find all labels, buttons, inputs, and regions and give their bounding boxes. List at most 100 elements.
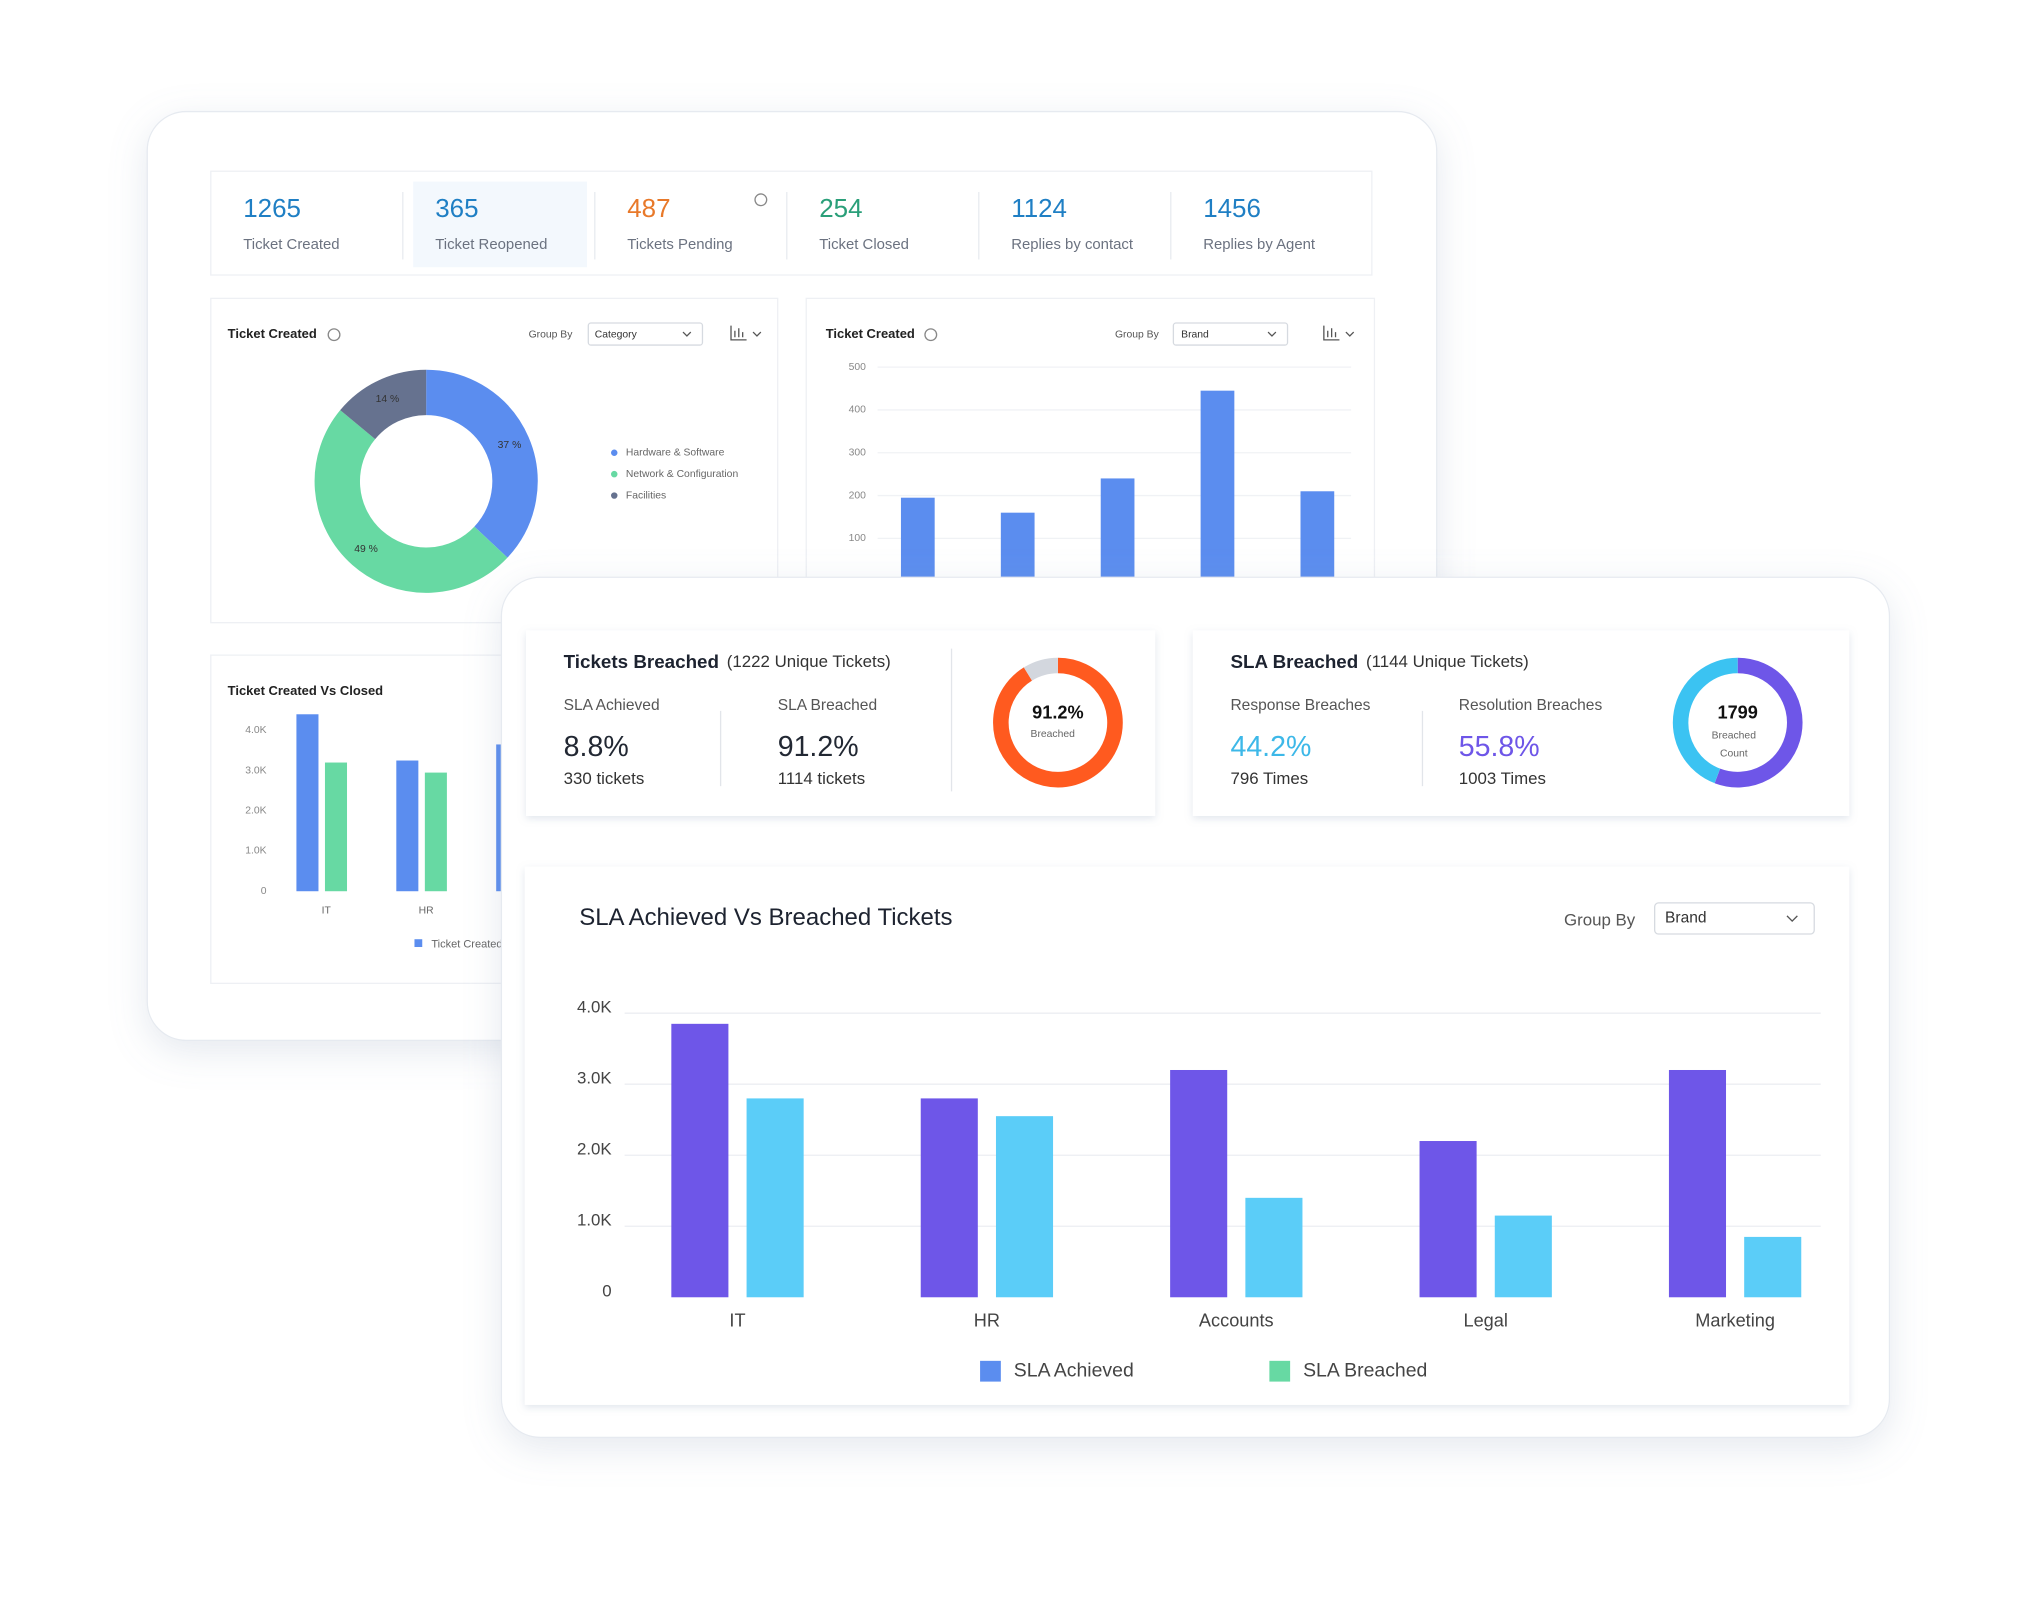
stat-label: Ticket Reopened	[435, 237, 547, 253]
ring-center-value: 91.2%	[1032, 702, 1083, 722]
chevron-icon	[752, 331, 762, 337]
bar	[1100, 478, 1135, 582]
chart-type-icon	[730, 325, 747, 341]
y-tick-label: 400	[849, 405, 867, 416]
bar	[671, 1023, 729, 1298]
ring-segment	[1672, 657, 1738, 784]
ring-center-caption: Breached	[1031, 729, 1076, 740]
y-tick-label: 3.0K	[577, 1068, 612, 1087]
bar	[1300, 491, 1335, 582]
chart-type-icon	[1323, 325, 1340, 341]
metric-detail: 330 tickets	[564, 769, 645, 788]
bar	[296, 714, 319, 892]
bar	[1170, 1069, 1228, 1298]
metric-label: Response Breaches	[1230, 697, 1370, 714]
info-icon	[754, 193, 768, 207]
metric-detail: 796 Times	[1230, 769, 1308, 788]
bar	[1245, 1197, 1303, 1298]
stat-label: Replies by Agent	[1203, 237, 1316, 253]
stat-value: 487	[627, 195, 670, 223]
chevron-icon	[682, 331, 692, 337]
x-tick-label: HR	[974, 1311, 1000, 1331]
kpi-title-main: SLA Breached	[1230, 651, 1358, 672]
y-tick-label: 2.0K	[577, 1139, 612, 1158]
select-box[interactable]	[1654, 902, 1815, 935]
legend-dot	[611, 492, 618, 499]
stat-highlight	[413, 181, 588, 268]
chart-title: SLA Achieved Vs Breached Tickets	[579, 904, 952, 931]
metric-label: SLA Achieved	[564, 697, 660, 714]
slice-label: 49 %	[354, 544, 378, 555]
ring-center-value: 1799	[1717, 702, 1757, 722]
select-value: Category	[595, 329, 638, 340]
legend-label: Network & Configuration	[626, 469, 739, 480]
x-tick-label: Legal	[1463, 1311, 1507, 1331]
stat-label: Ticket Created	[243, 237, 339, 253]
chevron-icon	[1267, 331, 1277, 337]
kpi-title: SLA Breached (1144 Unique Tickets)	[1230, 651, 1528, 672]
slice-label: 37 %	[498, 440, 522, 451]
bar	[1668, 1069, 1727, 1298]
stat-value: 365	[435, 195, 478, 223]
info-icon	[327, 328, 341, 342]
legend-swatch	[980, 1360, 1001, 1382]
stat-label: Ticket Closed	[819, 237, 909, 253]
metric-value: 55.8%	[1459, 731, 1540, 763]
y-tick-label: 500	[849, 362, 867, 373]
metric-value: 8.8%	[564, 731, 629, 763]
ring-segment	[993, 657, 1123, 788]
ring-segment	[1023, 657, 1059, 681]
bar	[1419, 1141, 1477, 1298]
legend-swatch	[1269, 1360, 1291, 1382]
stat-value: 1265	[243, 195, 301, 223]
panel-title: Ticket Created Vs Closed	[228, 683, 384, 698]
kpi-subtitle: (1222 Unique Tickets)	[727, 652, 891, 671]
bar	[324, 762, 348, 892]
legend-dot	[611, 449, 618, 456]
metric-value: 44.2%	[1230, 731, 1311, 763]
chevron-icon	[1345, 331, 1355, 337]
bar	[424, 772, 447, 892]
bar	[396, 760, 419, 892]
x-tick-label: Accounts	[1199, 1311, 1274, 1331]
donut-slice	[314, 410, 508, 593]
panel-title: Ticket Created	[826, 326, 915, 341]
bar	[1494, 1215, 1552, 1298]
y-tick-label: 200	[849, 490, 867, 501]
y-tick-label: 4.0K	[577, 997, 612, 1016]
legend-label: SLA Achieved	[1014, 1359, 1134, 1381]
select-value: Brand	[1181, 329, 1209, 340]
bar	[1000, 512, 1035, 582]
y-tick-label: 3.0K	[245, 765, 266, 776]
bar	[746, 1098, 804, 1298]
metric-detail: 1114 tickets	[778, 769, 865, 788]
slice-label: 14 %	[376, 394, 400, 405]
stat-label: Tickets Pending	[627, 237, 733, 253]
x-tick-label: IT	[322, 905, 332, 916]
bar	[1200, 390, 1235, 582]
kpi-subtitle: (1144 Unique Tickets)	[1366, 652, 1529, 671]
panel-title: Ticket Created	[228, 326, 317, 341]
legend-label: Ticket Created	[431, 938, 502, 950]
bar	[995, 1116, 1054, 1298]
legend-swatch	[414, 939, 423, 948]
y-tick-label: 4.0K	[245, 725, 266, 736]
y-tick-label: 100	[849, 533, 867, 544]
x-tick-label: IT	[729, 1311, 745, 1331]
legend-label: Facilities	[626, 490, 666, 501]
info-icon	[924, 328, 938, 342]
donut-slice	[340, 369, 428, 440]
metric-value: 91.2%	[778, 731, 859, 763]
select-value: Brand	[1665, 910, 1707, 927]
metric-detail: 1003 Times	[1459, 769, 1546, 788]
y-tick-label: 300	[849, 447, 867, 458]
ring-segment	[1714, 657, 1803, 788]
x-tick-label: Marketing	[1695, 1311, 1775, 1331]
stats-strip	[210, 170, 1373, 276]
legend-label: Hardware & Software	[626, 447, 725, 458]
y-tick-label: 2.0K	[245, 806, 266, 817]
bar	[920, 1098, 978, 1298]
y-tick-label: 1.0K	[245, 846, 266, 857]
chevron-icon	[1786, 915, 1798, 922]
